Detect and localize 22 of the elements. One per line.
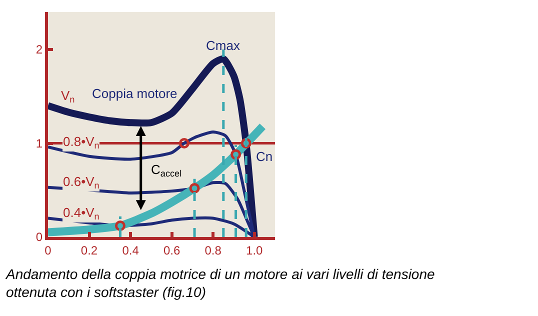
annotation: Coppia motore [92,86,178,101]
series-label: 0.8•V$_{n}$ [63,134,100,151]
point [178,138,190,148]
y-tick-label: 0 [36,230,43,244]
series-label: 0.4•V$_{n}$ [63,205,100,222]
point [114,220,126,231]
ref-line-label: Cmax [206,38,240,53]
series-label: 0.6•V$_{n}$ [63,174,100,191]
x-tick-label: 0.2 [80,243,98,258]
series-label: V$_{n}$ [61,88,75,105]
ref-line-label: Cn [256,149,273,164]
y-tick-label: 1 [36,136,43,150]
annotation: C$_{accel}$ [151,162,182,179]
text: Andamento della coppia motrice di un motore ai vari livelli di tensione ottenuta con i softstaster (fig.10) [5,266,435,300]
x-tick-label: 0 [44,243,52,258]
x-tick-label: 0.6 [163,243,180,258]
y-tick-label: 2 [36,42,43,57]
point [189,183,200,194]
point [230,149,242,160]
x-tick-label: 1.0 [246,243,264,258]
x-tick-label: 0.4 [122,243,140,258]
x-tick-label: 0.8 [204,243,222,258]
